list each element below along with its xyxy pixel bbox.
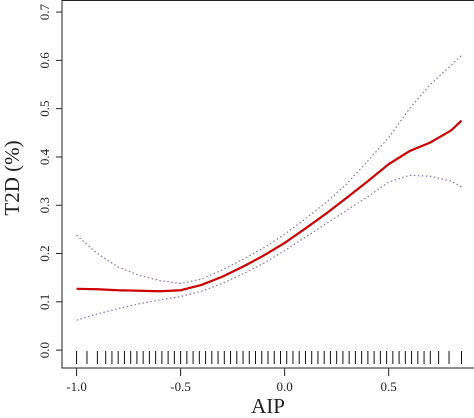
- x-tick-label: -1.0: [66, 379, 87, 394]
- x-tick-label: 0.5: [381, 379, 397, 394]
- y-tick-label: 0.2: [37, 245, 52, 261]
- y-tick-label: 0.5: [37, 101, 52, 117]
- x-tick-label: 0.0: [277, 379, 293, 394]
- y-axis-label: T2D (%): [0, 140, 24, 215]
- series-line: [76, 174, 462, 321]
- y-tick-label: 0.1: [37, 294, 52, 310]
- plot-frame: [61, 0, 474, 369]
- series-line: [76, 119, 463, 293]
- x-axis-label: AIP: [251, 394, 285, 418]
- y-tick-label: 0.7: [37, 3, 52, 20]
- y-tick-label: 0.6: [37, 52, 52, 69]
- y-tick-label: 0.4: [37, 148, 52, 165]
- y-tick-label: 0.0: [37, 342, 52, 358]
- y-tick-label: 0.3: [37, 197, 52, 213]
- x-tick-label: -0.5: [170, 379, 191, 394]
- series-line: [76, 55, 462, 285]
